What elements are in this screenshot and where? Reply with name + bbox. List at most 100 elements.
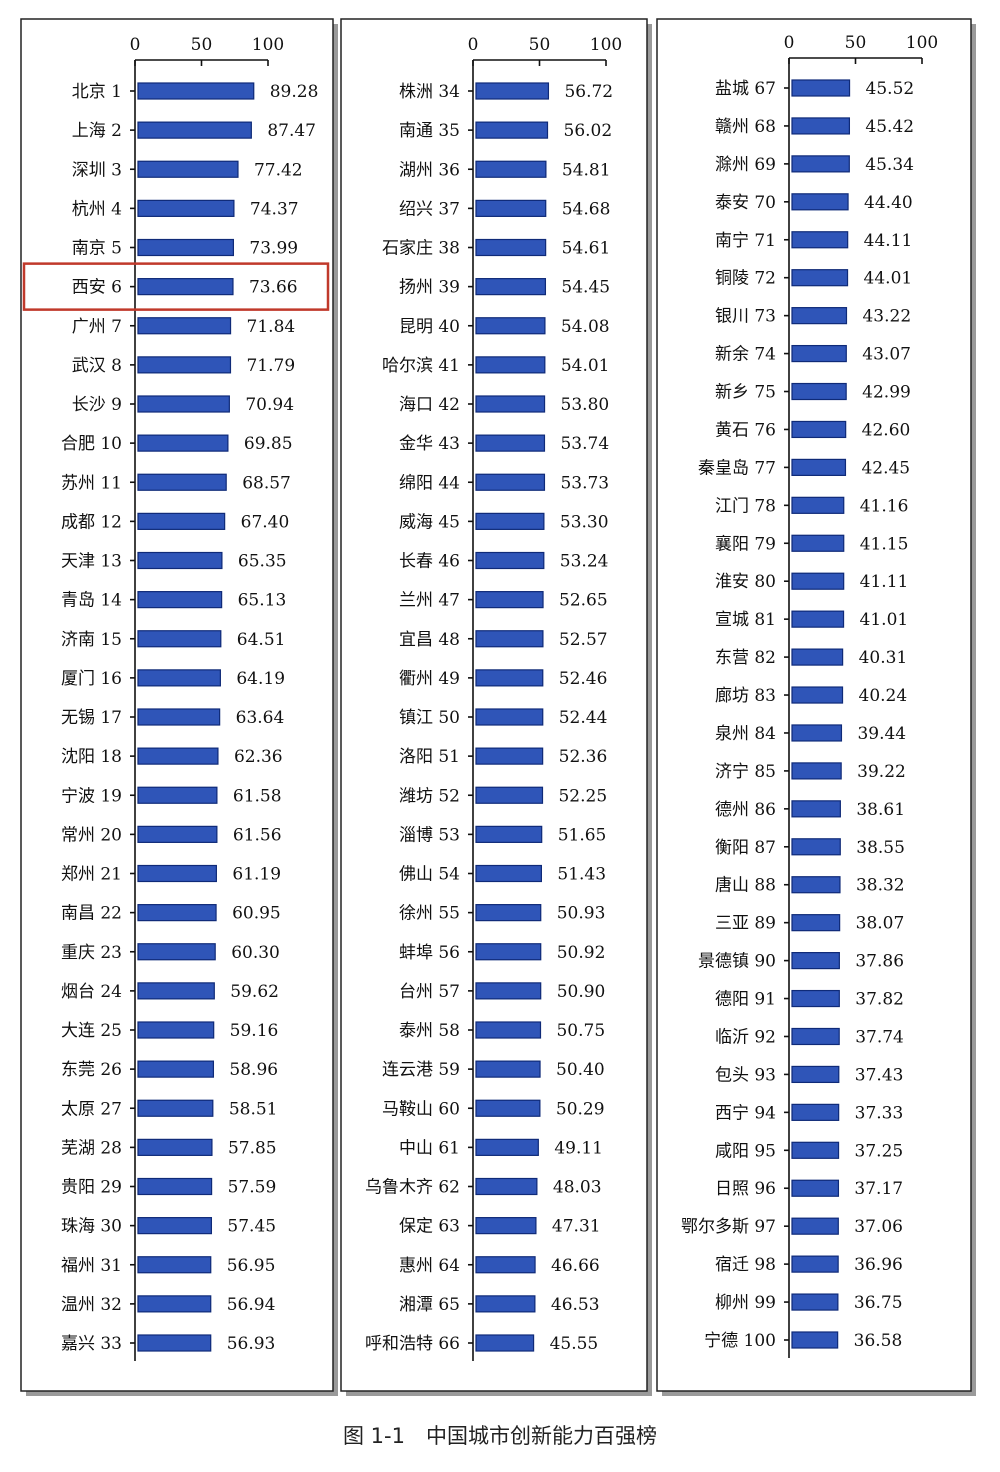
value-label: 53.74	[560, 434, 609, 454]
bar	[791, 610, 845, 628]
category-label: 湘潭 65	[399, 1295, 460, 1315]
bar	[137, 943, 216, 961]
bar	[475, 551, 545, 570]
value-label: 59.62	[230, 982, 279, 1002]
bar	[137, 317, 232, 335]
bar	[791, 420, 847, 439]
bar	[137, 591, 223, 609]
value-label: 50.90	[557, 982, 606, 1002]
category-label: 无锡 17	[61, 708, 122, 728]
bar	[137, 121, 252, 139]
bar	[791, 1027, 840, 1046]
bar	[137, 630, 222, 648]
category-label: 铜陵 72	[715, 269, 776, 289]
bar	[475, 1177, 538, 1196]
x-tick-label: 0	[468, 35, 479, 55]
bar	[137, 1334, 212, 1352]
value-label: 54.81	[562, 160, 611, 180]
category-label: 东营 82	[715, 648, 776, 668]
category-label: 杭州 4	[72, 199, 122, 219]
category-label: 新余 74	[715, 345, 776, 365]
category-label: 西安 6	[72, 278, 122, 298]
value-label: 69.85	[244, 434, 293, 454]
bar	[475, 982, 542, 1000]
value-label: 56.93	[227, 1334, 276, 1354]
bar	[475, 160, 547, 178]
bar	[475, 786, 544, 804]
ranking-panel-3: 0 50 100 盐城 67 45.52 赣州 68 45.42 滁州 69 45.34 泰安 7…	[656, 18, 976, 1396]
x-tick-label: 100	[252, 35, 284, 55]
bar	[137, 473, 227, 491]
category-label: 新乡 75	[715, 383, 776, 403]
bar	[475, 864, 543, 883]
bar	[137, 238, 235, 257]
value-label: 38.55	[856, 838, 905, 858]
bar	[791, 1331, 839, 1349]
value-label: 62.36	[234, 747, 283, 767]
bar	[475, 1295, 536, 1313]
value-label: 41.01	[860, 610, 909, 630]
value-label: 37.82	[855, 990, 904, 1010]
value-label: 50.75	[556, 1021, 605, 1041]
bar	[791, 914, 841, 932]
value-label: 48.03	[553, 1178, 602, 1198]
category-label: 南昌 22	[61, 904, 122, 924]
bar	[791, 496, 845, 514]
bar	[791, 1293, 839, 1311]
bar	[137, 1295, 212, 1313]
value-label: 43.07	[862, 345, 911, 365]
x-tick-label: 50	[529, 35, 551, 55]
value-label: 63.64	[236, 708, 285, 728]
value-label: 71.79	[246, 356, 295, 376]
ranking-panel-1: 0 50 100 北京 1 89.28 上海 2 87.47 深圳 3 77.42 杭州 4 74.…	[20, 18, 338, 1396]
bar	[791, 307, 848, 325]
value-label: 71.84	[247, 317, 296, 337]
category-label: 珠海 30	[61, 1217, 122, 1237]
value-label: 44.11	[864, 231, 913, 251]
category-label: 成都 12	[61, 512, 122, 532]
category-label: 长春 46	[399, 552, 460, 572]
value-label: 46.53	[551, 1295, 600, 1315]
value-label: 56.72	[564, 82, 613, 102]
category-label: 北京 1	[72, 82, 122, 102]
value-label: 56.95	[227, 1256, 276, 1276]
bar	[137, 786, 218, 804]
x-tick-label: 100	[906, 33, 938, 53]
bar	[791, 1141, 840, 1159]
category-label: 德州 86	[715, 800, 776, 820]
value-label: 38.61	[856, 800, 905, 820]
category-label: 青岛 14	[61, 591, 122, 611]
value-label: 57.45	[227, 1217, 276, 1237]
value-label: 41.11	[860, 572, 909, 592]
bar	[137, 278, 234, 296]
bar	[475, 1060, 541, 1078]
bar	[791, 117, 851, 135]
bar	[475, 473, 546, 491]
value-label: 73.99	[249, 239, 298, 259]
bar	[791, 876, 841, 894]
bar	[791, 1217, 839, 1235]
category-label: 盐城 67	[715, 79, 776, 99]
category-label: 温州 32	[61, 1295, 122, 1315]
bar	[475, 434, 546, 452]
bar	[475, 1099, 541, 1117]
value-label: 52.65	[559, 591, 608, 611]
value-label: 50.40	[556, 1060, 605, 1080]
bar	[137, 551, 223, 570]
bar	[791, 79, 851, 97]
category-label: 柳州 99	[715, 1293, 776, 1313]
value-label: 50.93	[557, 904, 606, 924]
value-label: 39.44	[857, 724, 906, 744]
bar	[475, 1021, 542, 1039]
figure-caption: 图 1-1 中国城市创新能力百强榜	[343, 1424, 657, 1448]
category-label: 衢州 49	[399, 668, 460, 689]
value-label: 42.60	[862, 420, 911, 440]
value-label: 56.94	[227, 1295, 276, 1315]
bar	[137, 669, 221, 687]
value-label: 38.07	[856, 914, 905, 934]
value-label: 58.96	[229, 1060, 278, 1080]
value-label: 36.75	[854, 1293, 903, 1313]
value-label: 61.56	[233, 825, 282, 845]
bar	[791, 193, 849, 211]
value-label: 65.13	[238, 591, 287, 611]
